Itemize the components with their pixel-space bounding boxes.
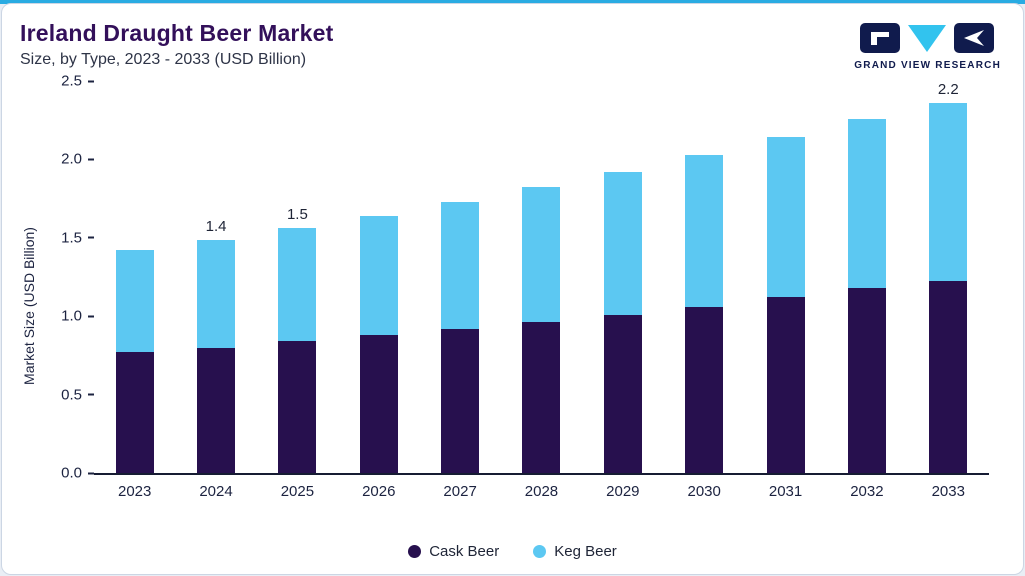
bar-segment-cask-beer [603,315,642,473]
grand-view-research-logo-icon [859,23,994,53]
bar-column: 1.5 [257,81,338,473]
bar-segment-keg-beer [847,119,886,288]
x-tick-label: 2026 [362,483,396,500]
header-text: Ireland Draught Beer Market Size, by Typ… [20,20,333,69]
y-tick-label: 0.0 [61,464,82,482]
bar-column [826,81,907,473]
legend-label: Cask Beer [429,543,500,560]
chart: Market Size (USD Billion) 0.0 0.5 1.0 1.5 2.… [2,73,1023,531]
legend-dot-icon [408,545,422,558]
chart-card: Ireland Draught Beer Market Size, by Typ… [1,3,1024,575]
legend: Cask Beer Keg Beer [2,531,1023,574]
y-axis: 0.0 0.5 1.0 1.5 2.0 2.5 [42,73,94,482]
bar-segment-cask-beer [929,280,968,473]
legend-item: Keg Beer [533,543,617,560]
y-tick-mark [88,158,94,161]
bar-segment-cask-beer [441,329,480,473]
bar-segment-keg-beer [603,172,642,315]
y-tick: 2.0 [61,151,94,168]
bar-value-label: 1.4 [205,218,227,235]
legend-label: Keg Beer [554,543,617,560]
bar-segment-cask-beer [359,335,398,473]
x-axis-labels: 2023 2024 2025 2026 2027 2028 2029 2030 2031 2032… [94,475,989,500]
bar-segment-keg-beer [359,216,398,335]
x-tick-label: 2029 [606,483,640,500]
y-tick: 1.0 [61,308,94,325]
y-tick-label: 1.0 [61,307,82,325]
bar-column [94,81,175,473]
plot-area: 1.4 1.5 2.2 [94,81,989,475]
bar-segment-cask-beer [278,341,317,473]
bar-segment-keg-beer [115,250,154,352]
bar-column [582,81,663,473]
x-tick-label: 2023 [117,483,152,500]
bar-segment-keg-beer [685,155,724,307]
y-tick: 0.5 [61,386,94,403]
bar-segment-cask-beer [847,288,886,473]
plot-and-x: 1.4 1.5 2.2 2023 2024 2025 2026 2027 2028 2029 20… [94,81,989,531]
y-tick-label: 1.5 [61,229,82,247]
y-tick: 0.0 [61,465,94,482]
bar-value-label: 2.2 [937,81,959,98]
bar-column [419,81,500,473]
bar-segment-cask-beer [766,297,805,473]
y-tick-mark [88,80,94,82]
x-tick-label: 2028 [524,483,559,500]
page-subtitle: Size, by Type, 2023 - 2033 (USD Billion) [20,51,307,68]
logo-text: GRAND VIEW RESEARCH [854,60,1001,71]
x-tick-label: 2024 [199,483,233,500]
bar-column: 1.4 [175,81,256,473]
accent-top-line [0,0,1025,4]
y-axis-title-wrap: Market Size (USD Billion) [16,81,42,531]
bar-segment-keg-beer [929,103,968,281]
bar-column [501,81,582,473]
bar-value-label: 1.5 [286,206,308,223]
y-tick: 1.5 [61,229,94,246]
bar-segment-keg-beer [278,228,317,341]
legend-item: Cask Beer [408,543,499,560]
y-tick-mark [88,472,94,474]
bar-column: 2.2 [908,81,989,473]
bar-segment-cask-beer [522,322,561,473]
y-tick-mark [88,236,94,239]
x-tick-label: 2033 [931,483,965,500]
page-title: Ireland Draught Beer Market [20,20,334,46]
y-tick-label: 2.0 [61,150,82,168]
brand-logo: GRAND VIEW RESEARCH [854,20,1001,71]
bar-segment-cask-beer [685,307,724,473]
x-tick-label: 2032 [850,483,884,500]
y-tick-mark [88,393,94,396]
y-tick: 2.5 [61,73,94,90]
bar-segment-cask-beer [115,352,154,473]
bar-segment-keg-beer [522,187,561,322]
header: Ireland Draught Beer Market Size, by Typ… [2,4,1023,75]
bar-segment-keg-beer [441,202,480,329]
bar-column [745,81,826,473]
bar-column [664,81,745,473]
bar-segment-keg-beer [197,240,236,348]
bar-segment-cask-beer [197,348,236,473]
x-tick-label: 2025 [280,483,315,500]
legend-dot-icon [533,545,547,558]
y-tick-label: 2.5 [61,72,82,90]
y-tick-label: 0.5 [61,386,82,404]
bar-column [338,81,419,473]
bar-segment-keg-beer [766,137,805,297]
x-tick-label: 2030 [687,483,721,500]
x-tick-label: 2031 [768,483,803,500]
y-axis-title: Market Size (USD Billion) [21,227,37,385]
y-tick-mark [88,315,94,318]
x-tick-label: 2027 [443,483,477,500]
